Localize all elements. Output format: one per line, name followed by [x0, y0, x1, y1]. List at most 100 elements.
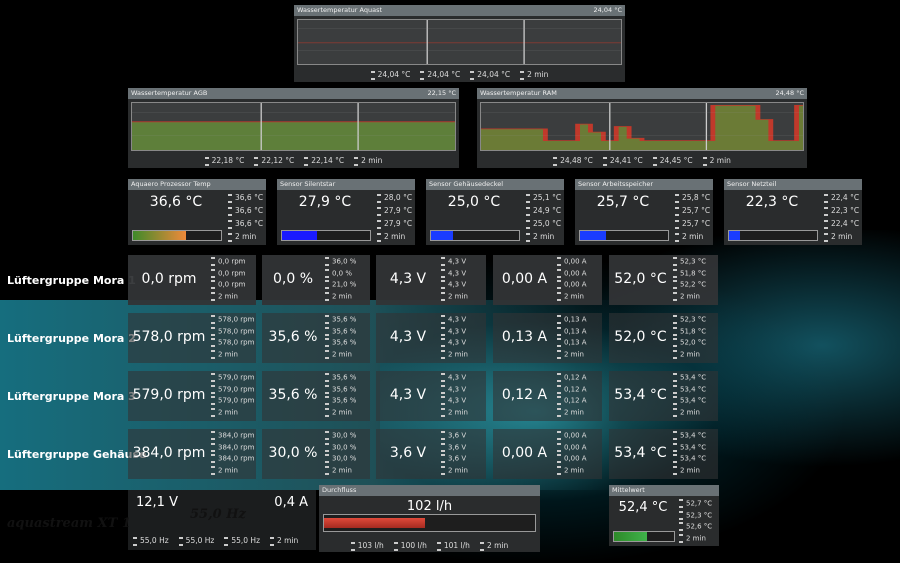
stat-icon: [325, 373, 329, 382]
stat-icon: [304, 156, 309, 166]
stat-value: 53,4 °C: [680, 385, 707, 393]
stat-row: 52,0 °C: [673, 338, 706, 347]
stat-icon: [325, 384, 329, 394]
stat-value: 0,13 A: [564, 338, 587, 347]
stat-value: 0,00 A: [564, 257, 587, 266]
cell-value: 52,0 °C: [614, 271, 667, 287]
stat-icon: [702, 156, 707, 166]
stat-icon: [211, 454, 215, 463]
stat-row: 36,6 °C: [228, 206, 263, 216]
stat-value: 4,3 V: [448, 338, 467, 347]
value-cell: 384,0 rpm 384,0 rpm 384,0 rpm 384,0 rpm 2 mi…: [128, 429, 256, 479]
stat-value: 36,6 °C: [235, 219, 264, 228]
stat-value: 25,7 °C: [682, 206, 711, 215]
stat-value: 0,0 rpm: [218, 280, 246, 289]
panel-title: Wassertemperatur AGB: [131, 89, 208, 97]
stat-value: 100 l/h: [393, 541, 427, 551]
stat-row: 4,3 V: [441, 338, 466, 347]
stat-value: 578,0 rpm: [218, 327, 255, 335]
stat-value: 101 l/h: [436, 541, 470, 551]
stat-icon: [325, 268, 329, 278]
stat-icon: [211, 373, 215, 382]
title-bar: Sensor Gehäusedeckel: [426, 179, 564, 190]
stat-value: 36,6 °C: [235, 193, 264, 202]
stat-value: 0,12 A: [564, 373, 587, 382]
stat-value: 51,8 °C: [680, 269, 707, 277]
level-bar: [613, 531, 675, 542]
stat-icon: [557, 326, 561, 336]
panel-title: Durchfluss: [322, 486, 357, 494]
stat-icon: [526, 193, 530, 203]
stat-icon: [254, 156, 259, 166]
stat-icon: [673, 326, 677, 336]
stat-value: 2 min: [831, 232, 853, 241]
stat-value: 3,6 V: [448, 454, 467, 463]
stat-icon: [228, 232, 232, 242]
panel: Sensor Arbeitsspeicher 25,7 °C 25,8 °C 25,7…: [575, 179, 713, 245]
stat-row: 22,3 °C: [824, 206, 859, 216]
stat-icon: [377, 193, 381, 203]
stat-icon: [441, 280, 445, 289]
stat-row: 2 min: [441, 349, 468, 359]
stat-value: 384,0 rpm: [218, 431, 255, 440]
value-cell: 53,4 °C 53,4 °C 53,4 °C 53,4 °C 2 min: [609, 371, 718, 421]
stat-icon: [557, 338, 561, 347]
stat-row: 578,0 rpm: [211, 315, 254, 324]
stat-value: 51,8 °C: [680, 327, 707, 335]
panel-title: Sensor Gehäusedeckel: [429, 180, 504, 188]
stat-icon: [441, 315, 445, 324]
stat-text: 55,0 Hz: [185, 536, 215, 545]
stat-row: 2 min: [325, 291, 352, 301]
current-value: 24,48 °C: [775, 89, 804, 97]
stat-value: 2 min: [448, 408, 468, 416]
stat-row: 35,6 %: [325, 315, 356, 324]
stat-icon: [377, 206, 381, 216]
stat-icon: [526, 219, 530, 229]
stat-row: 53,4 °C: [673, 384, 707, 394]
stat-row: 35,6 %: [325, 384, 356, 394]
stat-icon: [133, 536, 137, 546]
cell-value: 52,0 °C: [614, 329, 667, 345]
stat-row: 0,00 A: [557, 431, 587, 440]
value-cell: 3,6 V 3,6 V 3,6 V 3,6 V 2 min: [376, 429, 486, 479]
stat-icon: [673, 431, 677, 440]
sensor-value: 36,6 °C: [149, 194, 203, 210]
stat-icon: [520, 70, 525, 80]
stat-icon: [675, 193, 679, 203]
stat-value: 36,6 °C: [235, 206, 264, 215]
stat-row: 2 min: [673, 407, 700, 417]
stat-row: 25,1 °C: [526, 193, 561, 203]
panel-title: Mittelwert: [612, 486, 645, 494]
stat-row: 4,3 V: [441, 396, 466, 405]
graph-lines: [481, 103, 803, 150]
panel: Durchfluss 102 l/h 103 l/h 100 l/h 101 l/h 2 …: [319, 485, 540, 552]
stat-row: 2 min: [824, 232, 852, 242]
stat-value: 24,9 °C: [533, 206, 562, 215]
stat-icon: [824, 219, 828, 229]
stat-row: 0,0 %: [325, 268, 352, 278]
panel: Sensor Silentstar 27,9 °C 28,0 °C 27,9 °C 27…: [277, 179, 415, 245]
stat-value: 2 min: [448, 292, 468, 300]
stat-value: 21,0 %: [332, 280, 357, 289]
stat-row: 2 min: [325, 465, 352, 475]
stat-icon: [675, 206, 679, 216]
stat-value: 2 min: [520, 70, 548, 80]
stat-icon: [211, 268, 215, 278]
stat-text: 22,18 °C: [211, 156, 245, 165]
stat-icon: [673, 373, 677, 382]
stat-value: 0,12 A: [564, 396, 587, 405]
panel-title: Wassertemperatur Aquast: [297, 6, 383, 14]
stat-icon: [673, 338, 677, 347]
stat-row: 30,0 %: [325, 454, 356, 463]
stat-text: 22,12 °C: [261, 156, 295, 165]
stat-line: 24,04 °C 24,04 °C 24,04 °C 2 min: [294, 70, 625, 80]
stat-value: 55,0 Hz: [178, 536, 215, 546]
stat-value: 52,2 °C: [680, 280, 707, 289]
stat-row: 2 min: [557, 291, 584, 301]
stat-value: 2 min: [680, 350, 700, 358]
stat-icon: [557, 257, 561, 266]
value-cell: 4,3 V 4,3 V 4,3 V 4,3 V 2 min: [376, 371, 486, 421]
value-cell: 35,6 % 35,6 % 35,6 % 35,6 % 2 min: [262, 313, 370, 363]
value-cell: 52,0 °C 52,3 °C 51,8 °C 52,2 °C 2 min: [609, 255, 718, 305]
stat-icon: [557, 442, 561, 452]
